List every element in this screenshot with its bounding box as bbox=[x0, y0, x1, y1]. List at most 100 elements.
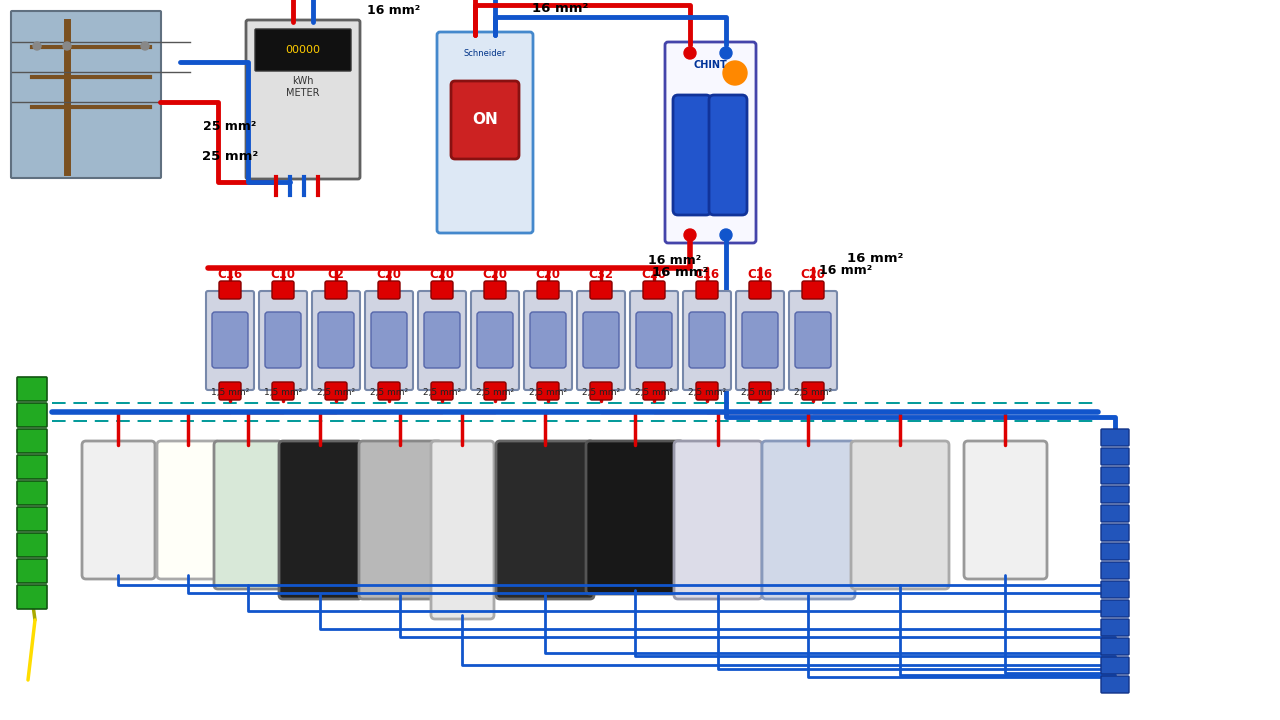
Text: C10: C10 bbox=[270, 269, 296, 282]
FancyBboxPatch shape bbox=[636, 312, 672, 368]
Text: kWh
METER: kWh METER bbox=[287, 76, 320, 98]
FancyBboxPatch shape bbox=[279, 441, 362, 599]
FancyBboxPatch shape bbox=[1101, 562, 1129, 579]
FancyBboxPatch shape bbox=[538, 382, 559, 400]
FancyBboxPatch shape bbox=[1101, 486, 1129, 503]
Text: 25 mm²: 25 mm² bbox=[204, 120, 257, 133]
Circle shape bbox=[63, 42, 70, 50]
Text: C16: C16 bbox=[695, 269, 719, 282]
FancyBboxPatch shape bbox=[1101, 524, 1129, 541]
Text: C20: C20 bbox=[641, 269, 667, 282]
Circle shape bbox=[33, 42, 41, 50]
FancyBboxPatch shape bbox=[1101, 429, 1129, 446]
Text: C32: C32 bbox=[589, 269, 613, 282]
FancyBboxPatch shape bbox=[365, 291, 413, 390]
FancyBboxPatch shape bbox=[378, 382, 399, 400]
FancyBboxPatch shape bbox=[524, 291, 572, 390]
FancyBboxPatch shape bbox=[12, 11, 161, 178]
FancyBboxPatch shape bbox=[17, 403, 47, 427]
Text: C20: C20 bbox=[376, 269, 402, 282]
FancyBboxPatch shape bbox=[436, 32, 532, 233]
FancyBboxPatch shape bbox=[1101, 505, 1129, 522]
FancyBboxPatch shape bbox=[1101, 638, 1129, 655]
FancyBboxPatch shape bbox=[749, 382, 771, 400]
Text: 16 mm²: 16 mm² bbox=[367, 4, 421, 17]
Text: 2,5 mm²: 2,5 mm² bbox=[687, 389, 726, 397]
FancyBboxPatch shape bbox=[964, 441, 1047, 579]
FancyBboxPatch shape bbox=[675, 441, 762, 599]
FancyBboxPatch shape bbox=[666, 42, 756, 243]
FancyBboxPatch shape bbox=[157, 441, 220, 579]
Text: 16 mm²: 16 mm² bbox=[819, 264, 873, 276]
Text: C20: C20 bbox=[535, 269, 561, 282]
Text: Schneider: Schneider bbox=[463, 48, 506, 58]
FancyBboxPatch shape bbox=[325, 281, 347, 299]
FancyBboxPatch shape bbox=[684, 291, 731, 390]
FancyBboxPatch shape bbox=[371, 312, 407, 368]
Text: 16 mm²: 16 mm² bbox=[649, 253, 701, 266]
FancyBboxPatch shape bbox=[431, 281, 453, 299]
FancyBboxPatch shape bbox=[17, 377, 47, 401]
Circle shape bbox=[719, 229, 732, 241]
Text: 1,5 mm²: 1,5 mm² bbox=[264, 389, 302, 397]
Text: 16 mm²: 16 mm² bbox=[847, 251, 904, 264]
Circle shape bbox=[719, 47, 732, 59]
FancyBboxPatch shape bbox=[673, 95, 710, 215]
Circle shape bbox=[141, 42, 148, 50]
FancyBboxPatch shape bbox=[484, 382, 506, 400]
FancyBboxPatch shape bbox=[709, 95, 748, 215]
FancyBboxPatch shape bbox=[530, 312, 566, 368]
Circle shape bbox=[723, 61, 748, 85]
Circle shape bbox=[684, 47, 696, 59]
FancyBboxPatch shape bbox=[219, 281, 241, 299]
FancyBboxPatch shape bbox=[643, 281, 666, 299]
FancyBboxPatch shape bbox=[630, 291, 678, 390]
Text: 2,5 mm²: 2,5 mm² bbox=[529, 389, 567, 397]
FancyBboxPatch shape bbox=[696, 382, 718, 400]
FancyBboxPatch shape bbox=[206, 291, 253, 390]
FancyBboxPatch shape bbox=[497, 441, 594, 599]
FancyBboxPatch shape bbox=[477, 312, 513, 368]
Text: CHINT: CHINT bbox=[694, 60, 727, 70]
Text: 2,5 mm²: 2,5 mm² bbox=[370, 389, 408, 397]
FancyBboxPatch shape bbox=[312, 291, 360, 390]
FancyBboxPatch shape bbox=[1101, 600, 1129, 617]
FancyBboxPatch shape bbox=[17, 481, 47, 505]
FancyBboxPatch shape bbox=[378, 281, 399, 299]
FancyBboxPatch shape bbox=[689, 312, 724, 368]
FancyBboxPatch shape bbox=[424, 312, 460, 368]
FancyBboxPatch shape bbox=[212, 312, 248, 368]
FancyBboxPatch shape bbox=[1101, 619, 1129, 636]
Text: 2,5 mm²: 2,5 mm² bbox=[741, 389, 780, 397]
Text: 2,5 mm²: 2,5 mm² bbox=[476, 389, 515, 397]
FancyBboxPatch shape bbox=[696, 281, 718, 299]
FancyBboxPatch shape bbox=[1101, 467, 1129, 484]
Text: 2,5 mm²: 2,5 mm² bbox=[422, 389, 461, 397]
Text: C20: C20 bbox=[430, 269, 454, 282]
FancyBboxPatch shape bbox=[246, 20, 360, 179]
Text: 25 mm²: 25 mm² bbox=[202, 150, 259, 163]
FancyBboxPatch shape bbox=[358, 441, 442, 599]
FancyBboxPatch shape bbox=[17, 585, 47, 609]
FancyBboxPatch shape bbox=[214, 441, 282, 589]
FancyBboxPatch shape bbox=[762, 441, 855, 599]
Text: C16: C16 bbox=[748, 269, 773, 282]
Text: 2,5 mm²: 2,5 mm² bbox=[794, 389, 832, 397]
Text: 16 mm²: 16 mm² bbox=[652, 266, 708, 279]
FancyBboxPatch shape bbox=[577, 291, 625, 390]
Text: ON: ON bbox=[472, 112, 498, 127]
FancyBboxPatch shape bbox=[590, 281, 612, 299]
Text: C16: C16 bbox=[218, 269, 243, 282]
FancyBboxPatch shape bbox=[265, 312, 301, 368]
FancyBboxPatch shape bbox=[431, 441, 494, 619]
FancyBboxPatch shape bbox=[1101, 581, 1129, 598]
Text: 16 mm²: 16 mm² bbox=[531, 1, 589, 14]
FancyBboxPatch shape bbox=[17, 559, 47, 583]
FancyBboxPatch shape bbox=[419, 291, 466, 390]
Text: 2,5 mm²: 2,5 mm² bbox=[582, 389, 620, 397]
FancyBboxPatch shape bbox=[749, 281, 771, 299]
FancyBboxPatch shape bbox=[586, 441, 684, 594]
FancyBboxPatch shape bbox=[17, 533, 47, 557]
FancyBboxPatch shape bbox=[431, 382, 453, 400]
FancyBboxPatch shape bbox=[17, 455, 47, 479]
